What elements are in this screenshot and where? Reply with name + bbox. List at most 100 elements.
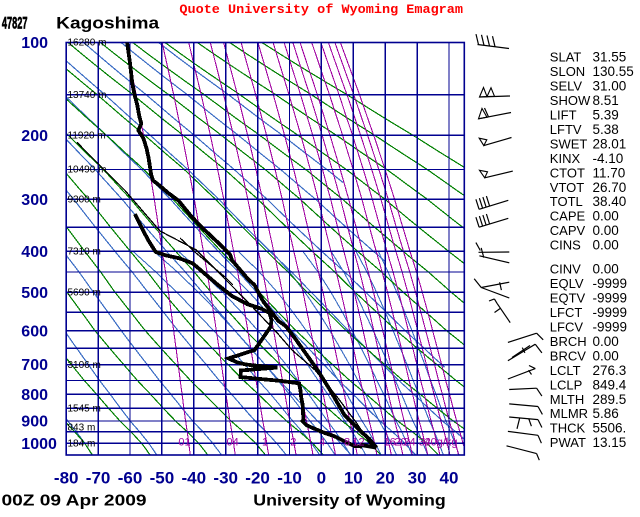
svg-text:-70: -70: [86, 469, 111, 488]
svg-text:7310 m: 7310 m: [68, 246, 101, 257]
svg-text:13740 m: 13740 m: [68, 90, 107, 101]
svg-text:-80: -80: [54, 469, 79, 488]
svg-text:800: 800: [21, 387, 48, 404]
svg-text:00Z 09 Apr 2009: 00Z 09 Apr 2009: [2, 493, 147, 510]
svg-text:5690 m: 5690 m: [68, 288, 101, 299]
svg-text:9300 m: 9300 m: [68, 194, 101, 205]
svg-text:8: 8: [344, 437, 350, 449]
svg-text:LFTV: LFTV: [550, 122, 582, 137]
svg-text:-4.10: -4.10: [593, 151, 624, 166]
svg-text:-9999: -9999: [593, 320, 628, 335]
svg-text:11920 m: 11920 m: [68, 131, 106, 142]
svg-text:28.01: 28.01: [593, 136, 627, 151]
svg-text:LFCT: LFCT: [550, 305, 583, 320]
svg-text:1545 m: 1545 m: [68, 403, 101, 414]
svg-text:-50: -50: [150, 469, 175, 488]
svg-text:600: 600: [21, 323, 48, 340]
svg-text:SWET: SWET: [550, 136, 588, 151]
svg-text:300: 300: [21, 192, 48, 209]
svg-text:SLAT: SLAT: [550, 50, 582, 65]
svg-text:8.51: 8.51: [593, 93, 619, 108]
svg-text:843 m: 843 m: [68, 423, 96, 434]
svg-text:MLTH: MLTH: [550, 392, 584, 407]
svg-text:1: 1: [262, 437, 268, 449]
svg-text:KINX: KINX: [550, 151, 581, 166]
svg-text:-60: -60: [118, 469, 143, 488]
svg-text:BRCH: BRCH: [550, 334, 587, 349]
svg-text:CAPV: CAPV: [550, 223, 586, 238]
svg-text:-9999: -9999: [593, 276, 628, 291]
svg-text:700: 700: [21, 357, 48, 374]
svg-text:900: 900: [21, 414, 48, 431]
svg-text:SELV: SELV: [550, 79, 583, 94]
svg-text:40g/kg: 40g/kg: [424, 437, 457, 449]
svg-text:Kagoshima: Kagoshima: [56, 14, 160, 33]
svg-text:200: 200: [21, 128, 48, 145]
svg-text:0.00: 0.00: [593, 262, 619, 277]
svg-text:SLON: SLON: [550, 64, 585, 79]
svg-text:PWAT: PWAT: [550, 435, 586, 450]
svg-text:38.40: 38.40: [593, 194, 627, 209]
svg-text:5.39: 5.39: [593, 108, 619, 123]
svg-text:3106 m: 3106 m: [68, 360, 101, 371]
svg-text:0.00: 0.00: [593, 223, 619, 238]
svg-text:47827: 47827: [2, 14, 28, 33]
svg-text:10: 10: [344, 469, 363, 488]
svg-text:SHOW: SHOW: [550, 93, 591, 108]
svg-text:-9999: -9999: [593, 305, 628, 320]
svg-text:31.00: 31.00: [593, 79, 627, 94]
svg-text:-40: -40: [182, 469, 207, 488]
svg-text:TOTL: TOTL: [550, 194, 583, 209]
svg-text:EQTV: EQTV: [550, 291, 586, 306]
svg-text:500: 500: [21, 285, 48, 302]
svg-text:849.4: 849.4: [593, 377, 627, 392]
svg-text:LFCV: LFCV: [550, 320, 584, 335]
svg-text:0.00: 0.00: [593, 238, 619, 253]
svg-text:276.3: 276.3: [593, 363, 627, 378]
svg-text:400: 400: [21, 244, 48, 261]
svg-text:130.55: 130.55: [593, 64, 634, 79]
svg-text:LCLT: LCLT: [550, 363, 581, 378]
svg-text:40: 40: [440, 469, 459, 488]
svg-text:CINV: CINV: [550, 262, 581, 277]
svg-text:16280 m: 16280 m: [68, 38, 107, 49]
svg-text:13.15: 13.15: [593, 435, 627, 450]
svg-text:-20: -20: [245, 469, 270, 488]
svg-text:24: 24: [403, 437, 415, 449]
svg-text:CTOT: CTOT: [550, 165, 585, 180]
svg-text:VTOT: VTOT: [550, 180, 584, 195]
svg-text:-30: -30: [213, 469, 238, 488]
svg-text:04: 04: [226, 437, 238, 449]
svg-text:10490 m: 10490 m: [68, 165, 107, 176]
svg-text:University of Wyoming: University of Wyoming: [253, 493, 445, 510]
svg-text:LCLP: LCLP: [550, 377, 583, 392]
svg-text:CINS: CINS: [550, 238, 581, 253]
svg-text:26.70: 26.70: [593, 180, 627, 195]
svg-text:LIFT: LIFT: [550, 108, 577, 123]
svg-text:2: 2: [290, 437, 296, 449]
svg-text:12: 12: [352, 437, 364, 449]
svg-text:0.00: 0.00: [593, 348, 619, 363]
svg-text:5.38: 5.38: [593, 122, 619, 137]
svg-text:-9999: -9999: [593, 291, 628, 306]
svg-text:5506.: 5506.: [593, 421, 627, 436]
svg-text:30: 30: [408, 469, 427, 488]
svg-text:CAPE: CAPE: [550, 209, 586, 224]
svg-text:31.55: 31.55: [593, 50, 627, 65]
svg-text:THCK: THCK: [550, 421, 586, 436]
svg-text:184 m: 184 m: [68, 439, 96, 450]
svg-text:4: 4: [319, 437, 325, 449]
svg-text:MLMR: MLMR: [550, 406, 588, 421]
svg-text:01: 01: [178, 437, 190, 449]
svg-text:Quote University of Wyoming Em: Quote University of Wyoming Emagram: [179, 2, 463, 17]
svg-text:-10: -10: [277, 469, 302, 488]
svg-text:1000: 1000: [21, 436, 57, 453]
svg-text:BRCV: BRCV: [550, 348, 586, 363]
svg-text:100: 100: [21, 35, 48, 52]
svg-text:0.00: 0.00: [593, 209, 619, 224]
svg-text:0.00: 0.00: [593, 334, 619, 349]
svg-text:289.5: 289.5: [593, 392, 627, 407]
svg-text:11.70: 11.70: [593, 165, 626, 180]
svg-text:20: 20: [376, 469, 395, 488]
svg-text:5.86: 5.86: [593, 406, 619, 421]
